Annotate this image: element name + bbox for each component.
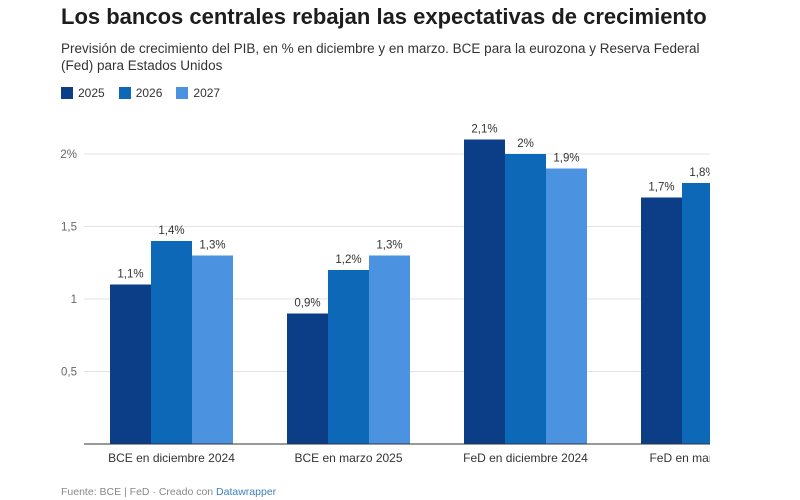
bar-2025-0 xyxy=(110,284,151,444)
data-label-2025-0: 1,1% xyxy=(117,269,143,281)
bar-2025-3 xyxy=(641,197,682,444)
legend-label-2025: 2025 xyxy=(78,86,105,100)
bar-2025-1 xyxy=(287,313,328,444)
legend: 2025 2026 2027 xyxy=(61,86,220,100)
legend-swatch-2026 xyxy=(118,87,131,99)
data-label-2026-1: 1,2% xyxy=(335,254,361,266)
chart-subtitle: Previsión de crecimiento del PIB, en % e… xyxy=(61,41,700,73)
bar-2027-2 xyxy=(546,168,587,444)
bars-group: 1,1% 1,4% 1,3% BCE en diciembre 2024 0,9% 1,2… xyxy=(108,124,755,465)
bar-2026-2 xyxy=(505,154,546,444)
data-label-2027-2: 1,9% xyxy=(553,153,579,165)
datawrapper-link[interactable]: Datawrapper xyxy=(216,486,277,498)
bar-2027-1 xyxy=(369,255,410,444)
data-label-2025-1: 0,9% xyxy=(294,298,320,310)
y-tick-label-1: 1 xyxy=(71,294,77,306)
source-note: Fuente: BCE | FeD · Creado con Datawrapp… xyxy=(61,486,276,498)
bar-2026-0 xyxy=(151,241,192,444)
x-category-label-3: FeD en marzo 2025 xyxy=(649,451,755,465)
data-label-2026-3: 1,8% xyxy=(689,167,715,179)
legend-item-2027: 2027 xyxy=(176,86,220,100)
legend-label-2026: 2026 xyxy=(135,86,163,100)
data-label-2026-2: 2% xyxy=(517,138,534,150)
legend-item-2025: 2025 xyxy=(61,86,105,100)
legend-swatch-2027 xyxy=(176,87,189,99)
y-tick-label-2: 1,5 xyxy=(61,222,77,234)
legend-label-2027: 2027 xyxy=(193,86,221,100)
bar-2027-0 xyxy=(192,255,233,444)
source-text: Fuente: BCE | FeD · Creado con xyxy=(61,486,217,498)
x-category-label-1: BCE en marzo 2025 xyxy=(294,451,402,465)
data-label-2025-2: 2,1% xyxy=(471,124,497,136)
y-tick-label-0: 0,5 xyxy=(61,367,77,379)
data-label-2027-1: 1,3% xyxy=(376,240,402,252)
legend-swatch-2025 xyxy=(61,87,73,99)
data-label-2026-0: 1,4% xyxy=(158,225,184,237)
bar-2026-1 xyxy=(328,270,369,444)
data-label-2025-3: 1,7% xyxy=(648,182,674,194)
chart-title: Los bancos centrales rebajan las expecta… xyxy=(61,4,707,29)
bar-2026-3 xyxy=(682,183,710,444)
data-label-2027-0: 1,3% xyxy=(199,240,225,252)
bar-2025-2 xyxy=(464,139,505,444)
y-tick-label-3: 2% xyxy=(60,149,77,161)
x-category-label-0: BCE en diciembre 2024 xyxy=(108,451,235,465)
legend-item-2026: 2026 xyxy=(118,86,163,100)
x-category-label-2: FeD en diciembre 2024 xyxy=(463,451,588,465)
